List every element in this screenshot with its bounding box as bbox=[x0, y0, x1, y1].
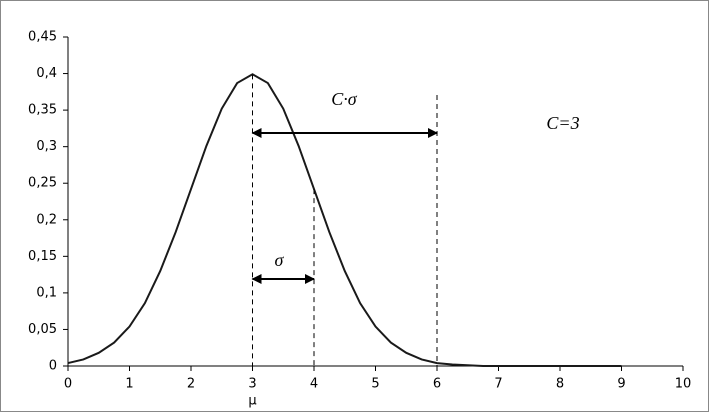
x-tick-label: 1 bbox=[125, 377, 133, 392]
curve bbox=[67, 73, 622, 367]
sigma-label: σ bbox=[275, 250, 285, 270]
x-tick-label: 8 bbox=[556, 377, 564, 392]
y-tick-label: 0,1 bbox=[36, 285, 57, 300]
x-tick-label: 0 bbox=[64, 377, 72, 392]
y-tick-label: 0,05 bbox=[28, 322, 57, 337]
x-tick-label: 6 bbox=[433, 377, 441, 392]
y-tick-label: 0,35 bbox=[28, 103, 57, 118]
y-tick-label: 0 bbox=[49, 359, 57, 374]
y-tick-label: 0,15 bbox=[28, 249, 57, 264]
x-tick-label: 5 bbox=[371, 377, 379, 392]
y-tick-label: 0,3 bbox=[36, 139, 57, 154]
mu-label: μ bbox=[248, 394, 256, 409]
x-tick-label: 10 bbox=[675, 377, 692, 392]
c-value-label: C=3 bbox=[546, 113, 579, 133]
x-tick-label: 7 bbox=[494, 377, 502, 392]
y-tick-label: 0,25 bbox=[28, 176, 57, 191]
y-tick-label: 0,2 bbox=[36, 212, 57, 227]
y-tick-label: 0,4 bbox=[36, 66, 57, 81]
x-tick-label: 3 bbox=[248, 377, 256, 392]
x-tick-label: 2 bbox=[187, 377, 195, 392]
c-sigma-label: C·σ bbox=[331, 89, 358, 109]
y-tick-label: 0,45 bbox=[28, 30, 57, 45]
x-tick-label: 4 bbox=[310, 377, 318, 392]
x-tick-label: 9 bbox=[617, 377, 625, 392]
